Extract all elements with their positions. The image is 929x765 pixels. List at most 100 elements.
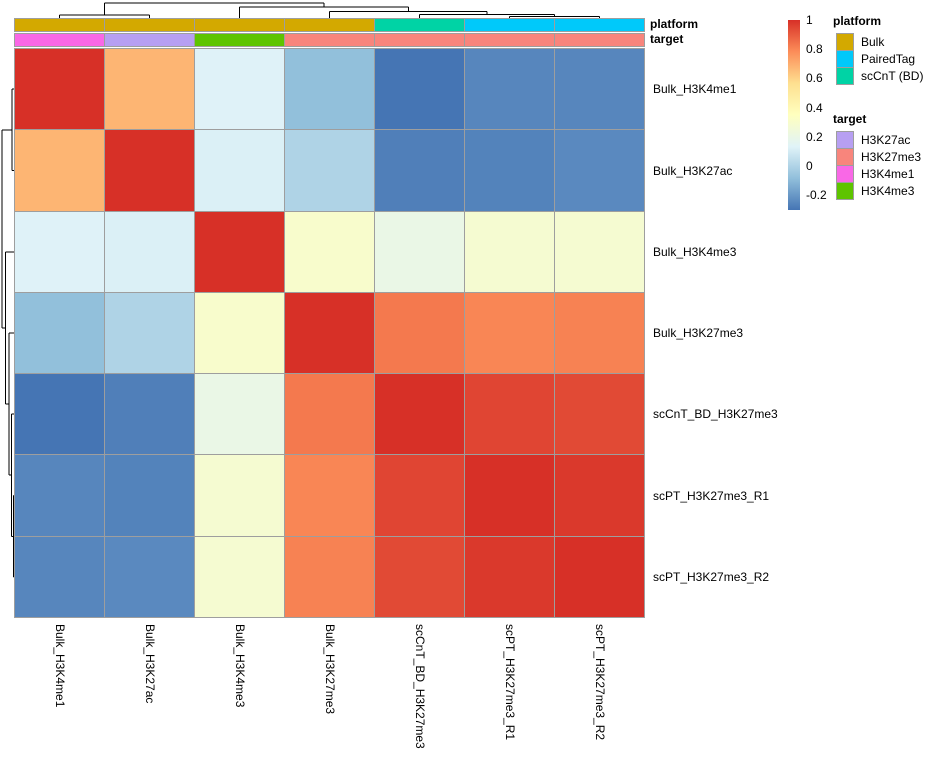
heatmap-cell xyxy=(15,293,104,373)
heatmap-cell xyxy=(15,537,104,617)
platform-legend: Bulk PairedTag scCnT (BD) xyxy=(836,33,923,85)
heatmap-cell xyxy=(15,455,104,536)
legend-swatch xyxy=(836,148,854,166)
platform-bar-label: platform xyxy=(650,17,698,31)
annotation-segment-target xyxy=(285,34,374,46)
annotation-segment-platform xyxy=(465,19,554,31)
heatmap-cell xyxy=(555,537,644,617)
legend-swatch xyxy=(836,67,854,85)
annotation-segment-target xyxy=(105,34,194,46)
heatmap-cell xyxy=(375,455,464,536)
annotation-segment-platform xyxy=(285,19,374,31)
heatmap-cell xyxy=(555,374,644,454)
heatmap-cell xyxy=(105,49,194,129)
heatmap-cell xyxy=(555,49,644,129)
annotation-segment-target xyxy=(195,34,284,46)
annotation-segment-platform xyxy=(375,19,464,31)
heatmap-cell xyxy=(105,130,194,211)
colorbar-tick-label: -0.2 xyxy=(806,188,827,203)
platform-legend-title: platform xyxy=(833,14,881,28)
target-annotation-bar xyxy=(14,33,645,47)
legend-swatch xyxy=(836,182,854,200)
legend-item-label: scCnT (BD) xyxy=(861,69,924,83)
heatmap-cell xyxy=(465,374,554,454)
target-bar-label: target xyxy=(650,32,684,46)
legend-item-label: H3K4me1 xyxy=(861,167,915,181)
heatmap-row-label: Bulk_H3K4me3 xyxy=(653,245,737,259)
heatmap-cell xyxy=(465,49,554,129)
heatmap-row-label: Bulk_H3K4me1 xyxy=(653,82,737,96)
legend-item-label: PairedTag xyxy=(861,52,916,66)
annotation-segment-target xyxy=(15,34,104,46)
heatmap-cell xyxy=(105,374,194,454)
heatmap-row-label: Bulk_H3K27me3 xyxy=(653,326,744,340)
heatmap-cell xyxy=(15,49,104,129)
heatmap-cell xyxy=(105,537,194,617)
heatmap-cell xyxy=(285,49,374,129)
heatmap-cell xyxy=(195,49,284,129)
legend-item-label: Bulk xyxy=(861,35,885,49)
heatmap-row-label: Bulk_H3K27ac xyxy=(653,163,733,178)
heatmap-cell xyxy=(375,293,464,373)
annotation-segment-platform xyxy=(195,19,284,31)
legend-item-label: H3K27me3 xyxy=(861,150,922,164)
annotation-segment-platform xyxy=(555,19,644,31)
colorbar-tick-label: 1 xyxy=(806,13,813,27)
legend-item: PairedTag xyxy=(836,50,923,68)
colorbar-tick-label: 0.8 xyxy=(806,42,823,57)
heatmap-cell xyxy=(15,130,104,211)
legend-item: H3K27ac xyxy=(836,131,921,149)
heatmap-cell xyxy=(285,374,374,454)
heatmap-cell xyxy=(285,212,374,292)
colorbar-gradient xyxy=(788,20,800,210)
legend-swatch xyxy=(836,165,854,183)
heatmap-cell xyxy=(555,130,644,211)
heatmap-column-label: scPT_H3K27me3_R2 xyxy=(592,624,607,741)
heatmap-cell xyxy=(465,537,554,617)
heatmap-cell xyxy=(285,293,374,373)
heatmap-row-label: scPT_H3K27me3_R1 xyxy=(653,488,770,503)
heatmap-cell xyxy=(285,455,374,536)
heatmap-cell xyxy=(375,374,464,454)
annotation-segment-target xyxy=(465,34,554,46)
heatmap-column-label: Bulk_H3K4me3 xyxy=(232,624,247,708)
legend-item: H3K4me1 xyxy=(836,165,921,183)
heatmap-column-label: scCnT_BD_H3K27me3 xyxy=(412,624,427,749)
heatmap-cell xyxy=(465,212,554,292)
heatmap-row-label: scCnT_BD_H3K27me3 xyxy=(653,407,778,421)
platform-annotation-bar xyxy=(14,18,645,32)
legend-swatch xyxy=(836,33,854,51)
heatmap-cell xyxy=(195,293,284,373)
heatmap-column-label: Bulk_H3K4me1 xyxy=(52,624,67,708)
heatmap-cell xyxy=(105,293,194,373)
legend-item: scCnT (BD) xyxy=(836,67,923,85)
legend-swatch xyxy=(836,131,854,149)
heatmap-cell xyxy=(375,130,464,211)
annotation-segment-platform xyxy=(105,19,194,31)
heatmap-cell xyxy=(15,374,104,454)
colorbar-tick-label: 0.4 xyxy=(806,100,823,115)
heatmap-cell xyxy=(555,293,644,373)
target-legend-title: target xyxy=(833,112,867,126)
legend-item-label: H3K27ac xyxy=(861,133,911,147)
heatmap-cell xyxy=(285,130,374,211)
annotation-segment-platform xyxy=(15,19,104,31)
heatmap-cell xyxy=(465,293,554,373)
colorbar-tick-label: 0.2 xyxy=(806,129,823,144)
heatmap-cell xyxy=(375,212,464,292)
column-dendrogram xyxy=(59,2,600,18)
colorbar-tick-label: 0.6 xyxy=(806,71,823,86)
annotation-segment-target xyxy=(375,34,464,46)
row-dendrogram xyxy=(1,88,15,578)
heatmap-cell xyxy=(105,455,194,536)
heatmap-cell xyxy=(465,455,554,536)
legend-item-label: H3K4me3 xyxy=(861,184,915,198)
legend-swatch xyxy=(836,50,854,68)
colorbar-tick-label: 0 xyxy=(806,159,813,174)
heatmap-cell xyxy=(15,212,104,292)
heatmap-cell xyxy=(465,130,554,211)
heatmap-row-label: scPT_H3K27me3_R2 xyxy=(653,570,770,584)
target-legend: H3K27ac H3K27me3 H3K4me1 H3K4me3 xyxy=(836,131,921,200)
heatmap-cell xyxy=(195,130,284,211)
